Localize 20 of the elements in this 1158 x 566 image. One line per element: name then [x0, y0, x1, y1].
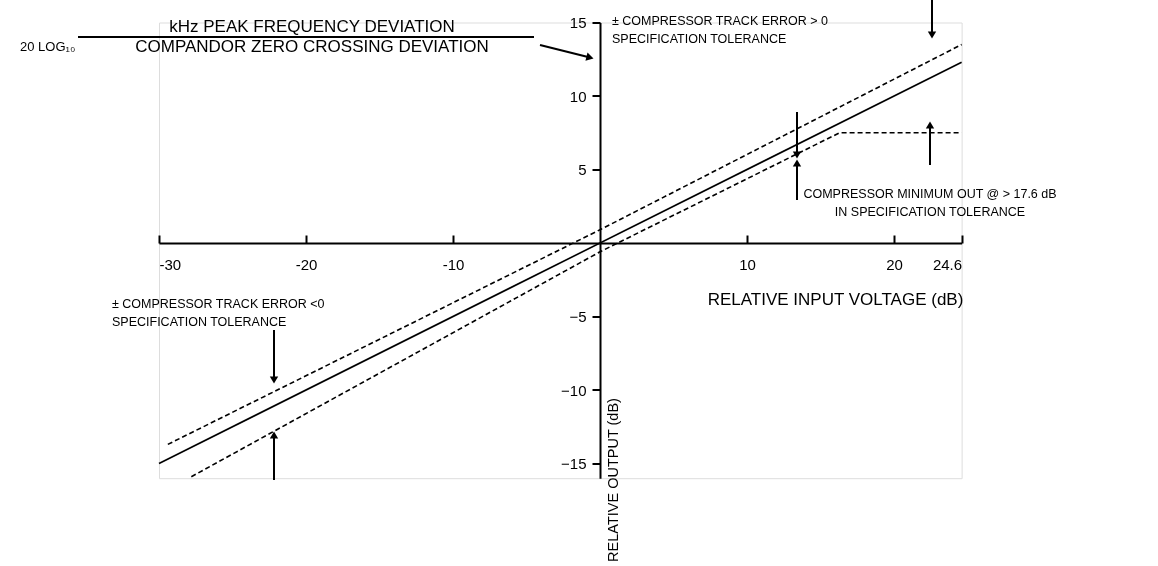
text: 20 LOG₁₀ — [20, 39, 76, 54]
y-tick-label: −5 — [569, 308, 587, 325]
annotation: ± COMPRESSOR TRACK ERROR <0 SPECIFICATION TOLERANCE — [112, 297, 325, 329]
x-tick-label: 24.6 — [932, 255, 963, 273]
annotation: kHz PEAK FREQUENCY DEVIATION — [169, 17, 455, 36]
annotation: ± COMPRESSOR TRACK ERROR > 0 SPECIFICATION TOLERANCE — [612, 14, 829, 46]
x-tick-label: -20 — [295, 255, 318, 273]
annotation: COMPANDOR ZERO CROSSING DEVIATION — [135, 37, 489, 56]
x-axis-title: RELATIVE INPUT VOLTAGE (dB) — [707, 289, 964, 309]
x-tick-label: 10 — [739, 255, 756, 273]
x-tick-label: -30 — [159, 255, 182, 273]
y-tick-label: −15 — [561, 455, 587, 472]
annotation: COMPRESSOR MINIMUM OUT @ > 17.6 dB IN SPECIFICATION TOLERANCE — [803, 187, 1057, 219]
y-tick-label: −10 — [561, 381, 587, 399]
x-tick-label: 20 — [886, 255, 903, 273]
x-tick-label: -10 — [442, 255, 465, 273]
y-tick-label: 5 — [578, 161, 587, 178]
y-tick-label: 15 — [569, 14, 587, 31]
y-tick-label: 10 — [569, 87, 587, 105]
y-axis-title: RELATIVE OUTPUT (dB) — [605, 398, 621, 562]
